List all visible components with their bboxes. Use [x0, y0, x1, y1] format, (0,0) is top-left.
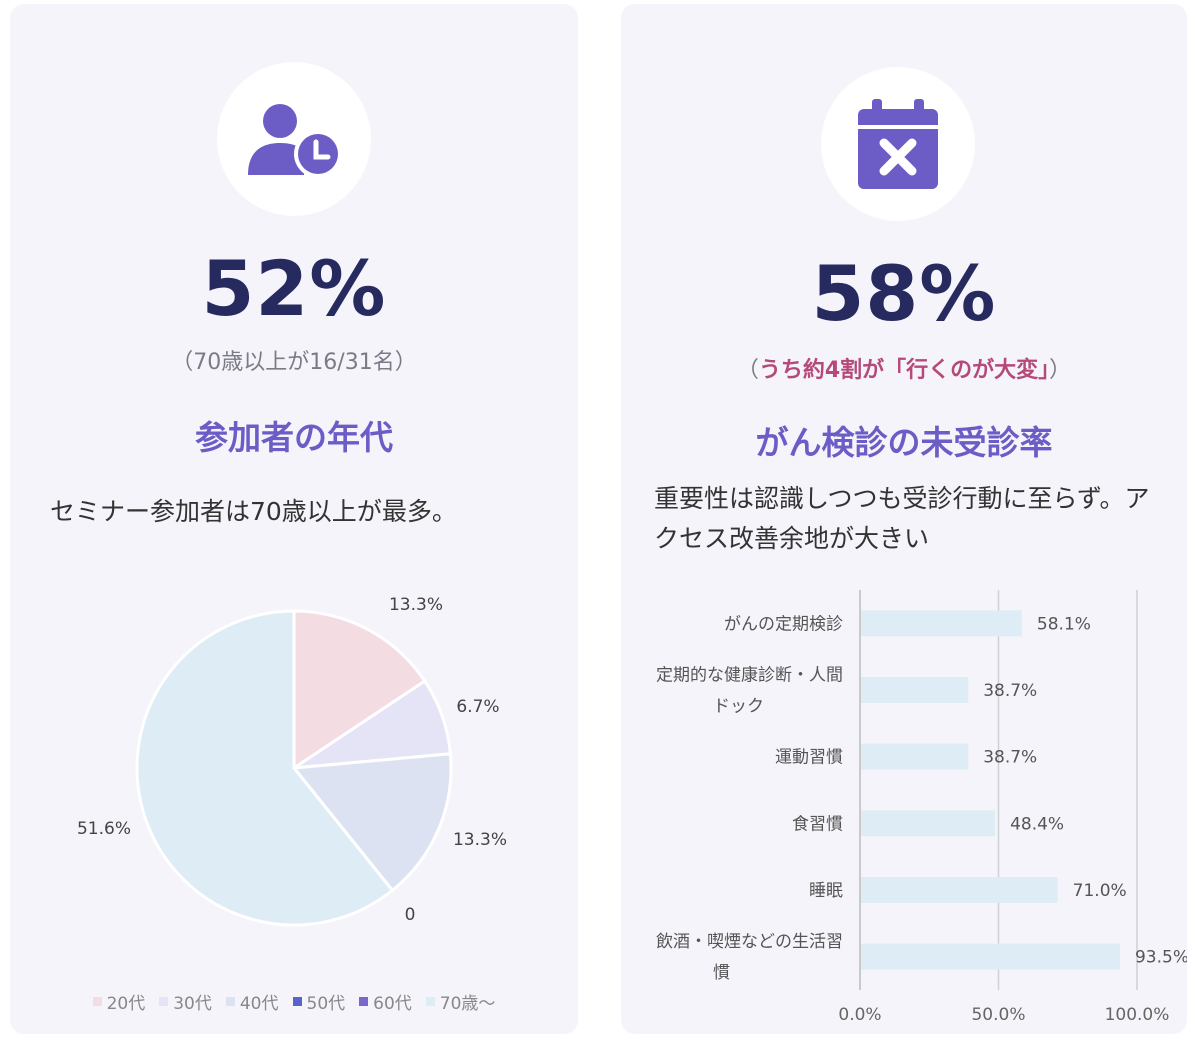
section-description: セミナー参加者は70歳以上が最多。	[50, 497, 457, 526]
user-clock-icon	[248, 104, 342, 178]
icon-badge	[821, 67, 975, 221]
legend-swatch	[225, 997, 235, 1006]
participant-stat: 52%	[201, 244, 387, 333]
bar-value-label: 58.1%	[1037, 614, 1091, 634]
section-description: 重要性は認識しつつも受診行動に至らず。アクセス改善余地が大きい	[654, 484, 1150, 553]
legend-item: 30代	[159, 989, 212, 1014]
legend-item: 60代	[359, 989, 412, 1014]
x-tick-label: 0.0%	[838, 1005, 881, 1025]
category-label: 飲酒・喫煙などの生活習	[656, 932, 843, 952]
note-highlight: うち約4割が「行くのが大変」	[758, 358, 1050, 383]
non-attendance-note: （うち約4割が「行くのが大変」）	[621, 352, 1187, 384]
participant-note: （70歳以上が16/31名）	[171, 350, 417, 375]
bar-value-label: 71.0%	[1073, 881, 1127, 901]
note-open-paren: （	[736, 358, 759, 383]
pie-legend: 20代 30代 40代 50代 60代 70歳〜	[10, 989, 578, 1014]
age-pie-chart: 13.3% 6.7% 13.3% 0 51.6%	[77, 595, 507, 927]
pie-label: 6.7%	[456, 697, 499, 717]
legend-label: 20代	[106, 994, 146, 1014]
screening-card: 58% （うち約4割が「行くのが大変」） がん検診の未受診率 重要性は認識しつつ…	[621, 4, 1187, 1034]
pie-slice-70歳〜	[135, 609, 395, 927]
bar	[861, 610, 1022, 637]
legend-swatch	[359, 997, 369, 1006]
section-title: がん検診の未受診率	[755, 423, 1053, 462]
calendar-x-icon	[858, 99, 938, 189]
bar	[861, 810, 996, 837]
legend-swatch	[159, 997, 169, 1006]
pie-label: 13.3%	[453, 830, 507, 850]
pie-slice-20代	[292, 609, 427, 771]
bar	[861, 877, 1058, 903]
x-tick-label: 50.0%	[971, 1005, 1025, 1025]
pie-label: 13.3%	[389, 595, 443, 615]
bar-value-label: 93.5%	[1135, 948, 1187, 968]
category-label: 睡眠	[809, 881, 843, 901]
bar	[861, 943, 1120, 970]
category-label: ドック	[713, 697, 764, 717]
legend-item: 70歳〜	[425, 989, 496, 1014]
legend-label: 40代	[239, 994, 279, 1014]
legend-label: 70歳〜	[439, 994, 496, 1014]
bar-value-label: 48.4%	[1010, 814, 1064, 834]
bar	[861, 677, 969, 703]
bar	[861, 743, 969, 770]
legend-swatch	[425, 997, 435, 1006]
legend-label: 50代	[306, 994, 346, 1014]
pie-slice-40代	[291, 752, 453, 893]
legend-item: 40代	[225, 989, 279, 1014]
icon-badge	[217, 62, 371, 216]
x-tick-label: 100.0%	[1105, 1005, 1170, 1025]
legend-swatch	[292, 997, 302, 1006]
category-label: 運動習慣	[775, 748, 843, 768]
category-label: 食習慣	[792, 814, 843, 834]
category-label: がんの定期検診	[724, 614, 843, 634]
section-title: 参加者の年代	[195, 418, 393, 457]
legend-item: 50代	[292, 989, 346, 1014]
legend-swatch	[92, 997, 102, 1006]
pie-label: 51.6%	[77, 819, 131, 839]
bar-value-label: 38.7%	[983, 681, 1037, 701]
legend-label: 60代	[373, 994, 412, 1014]
note-close-paren: ）	[1049, 358, 1072, 383]
category-label: 慣	[713, 963, 730, 983]
category-label: 定期的な健康診断・人間	[656, 666, 843, 686]
pie-label: 0	[405, 905, 416, 925]
non-attendance-stat: 58%	[811, 249, 997, 338]
bar-value-label: 38.7%	[983, 748, 1037, 768]
legend-label: 30代	[173, 994, 212, 1014]
legend-item: 20代	[92, 989, 146, 1014]
age-card: 52% （70歳以上が16/31名） 参加者の年代 セミナー参加者は70歳以上が…	[10, 4, 578, 1034]
